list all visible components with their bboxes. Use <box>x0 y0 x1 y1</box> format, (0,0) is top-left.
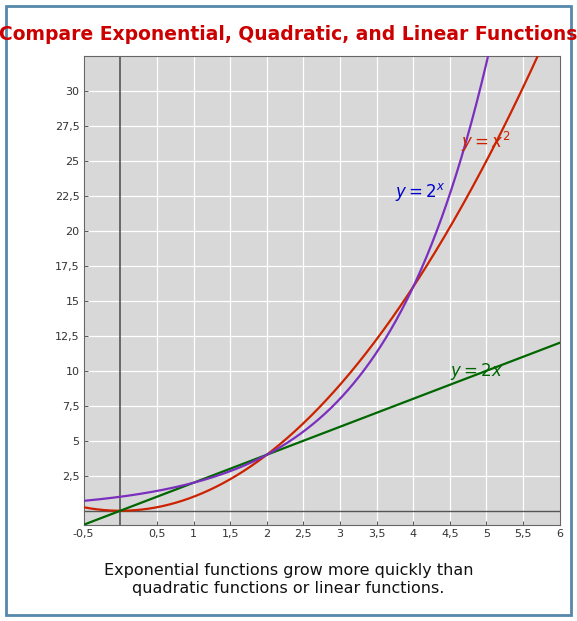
Text: $y = 2x$: $y = 2x$ <box>450 361 503 382</box>
Text: $y = x^2$: $y = x^2$ <box>461 130 511 154</box>
Text: Compare Exponential, Quadratic, and Linear Functions: Compare Exponential, Quadratic, and Line… <box>0 25 577 44</box>
Text: Exponential functions grow more quickly than
quadratic functions or linear funct: Exponential functions grow more quickly … <box>104 563 473 596</box>
Text: $y = 2^x$: $y = 2^x$ <box>395 181 445 203</box>
FancyBboxPatch shape <box>6 6 571 615</box>
